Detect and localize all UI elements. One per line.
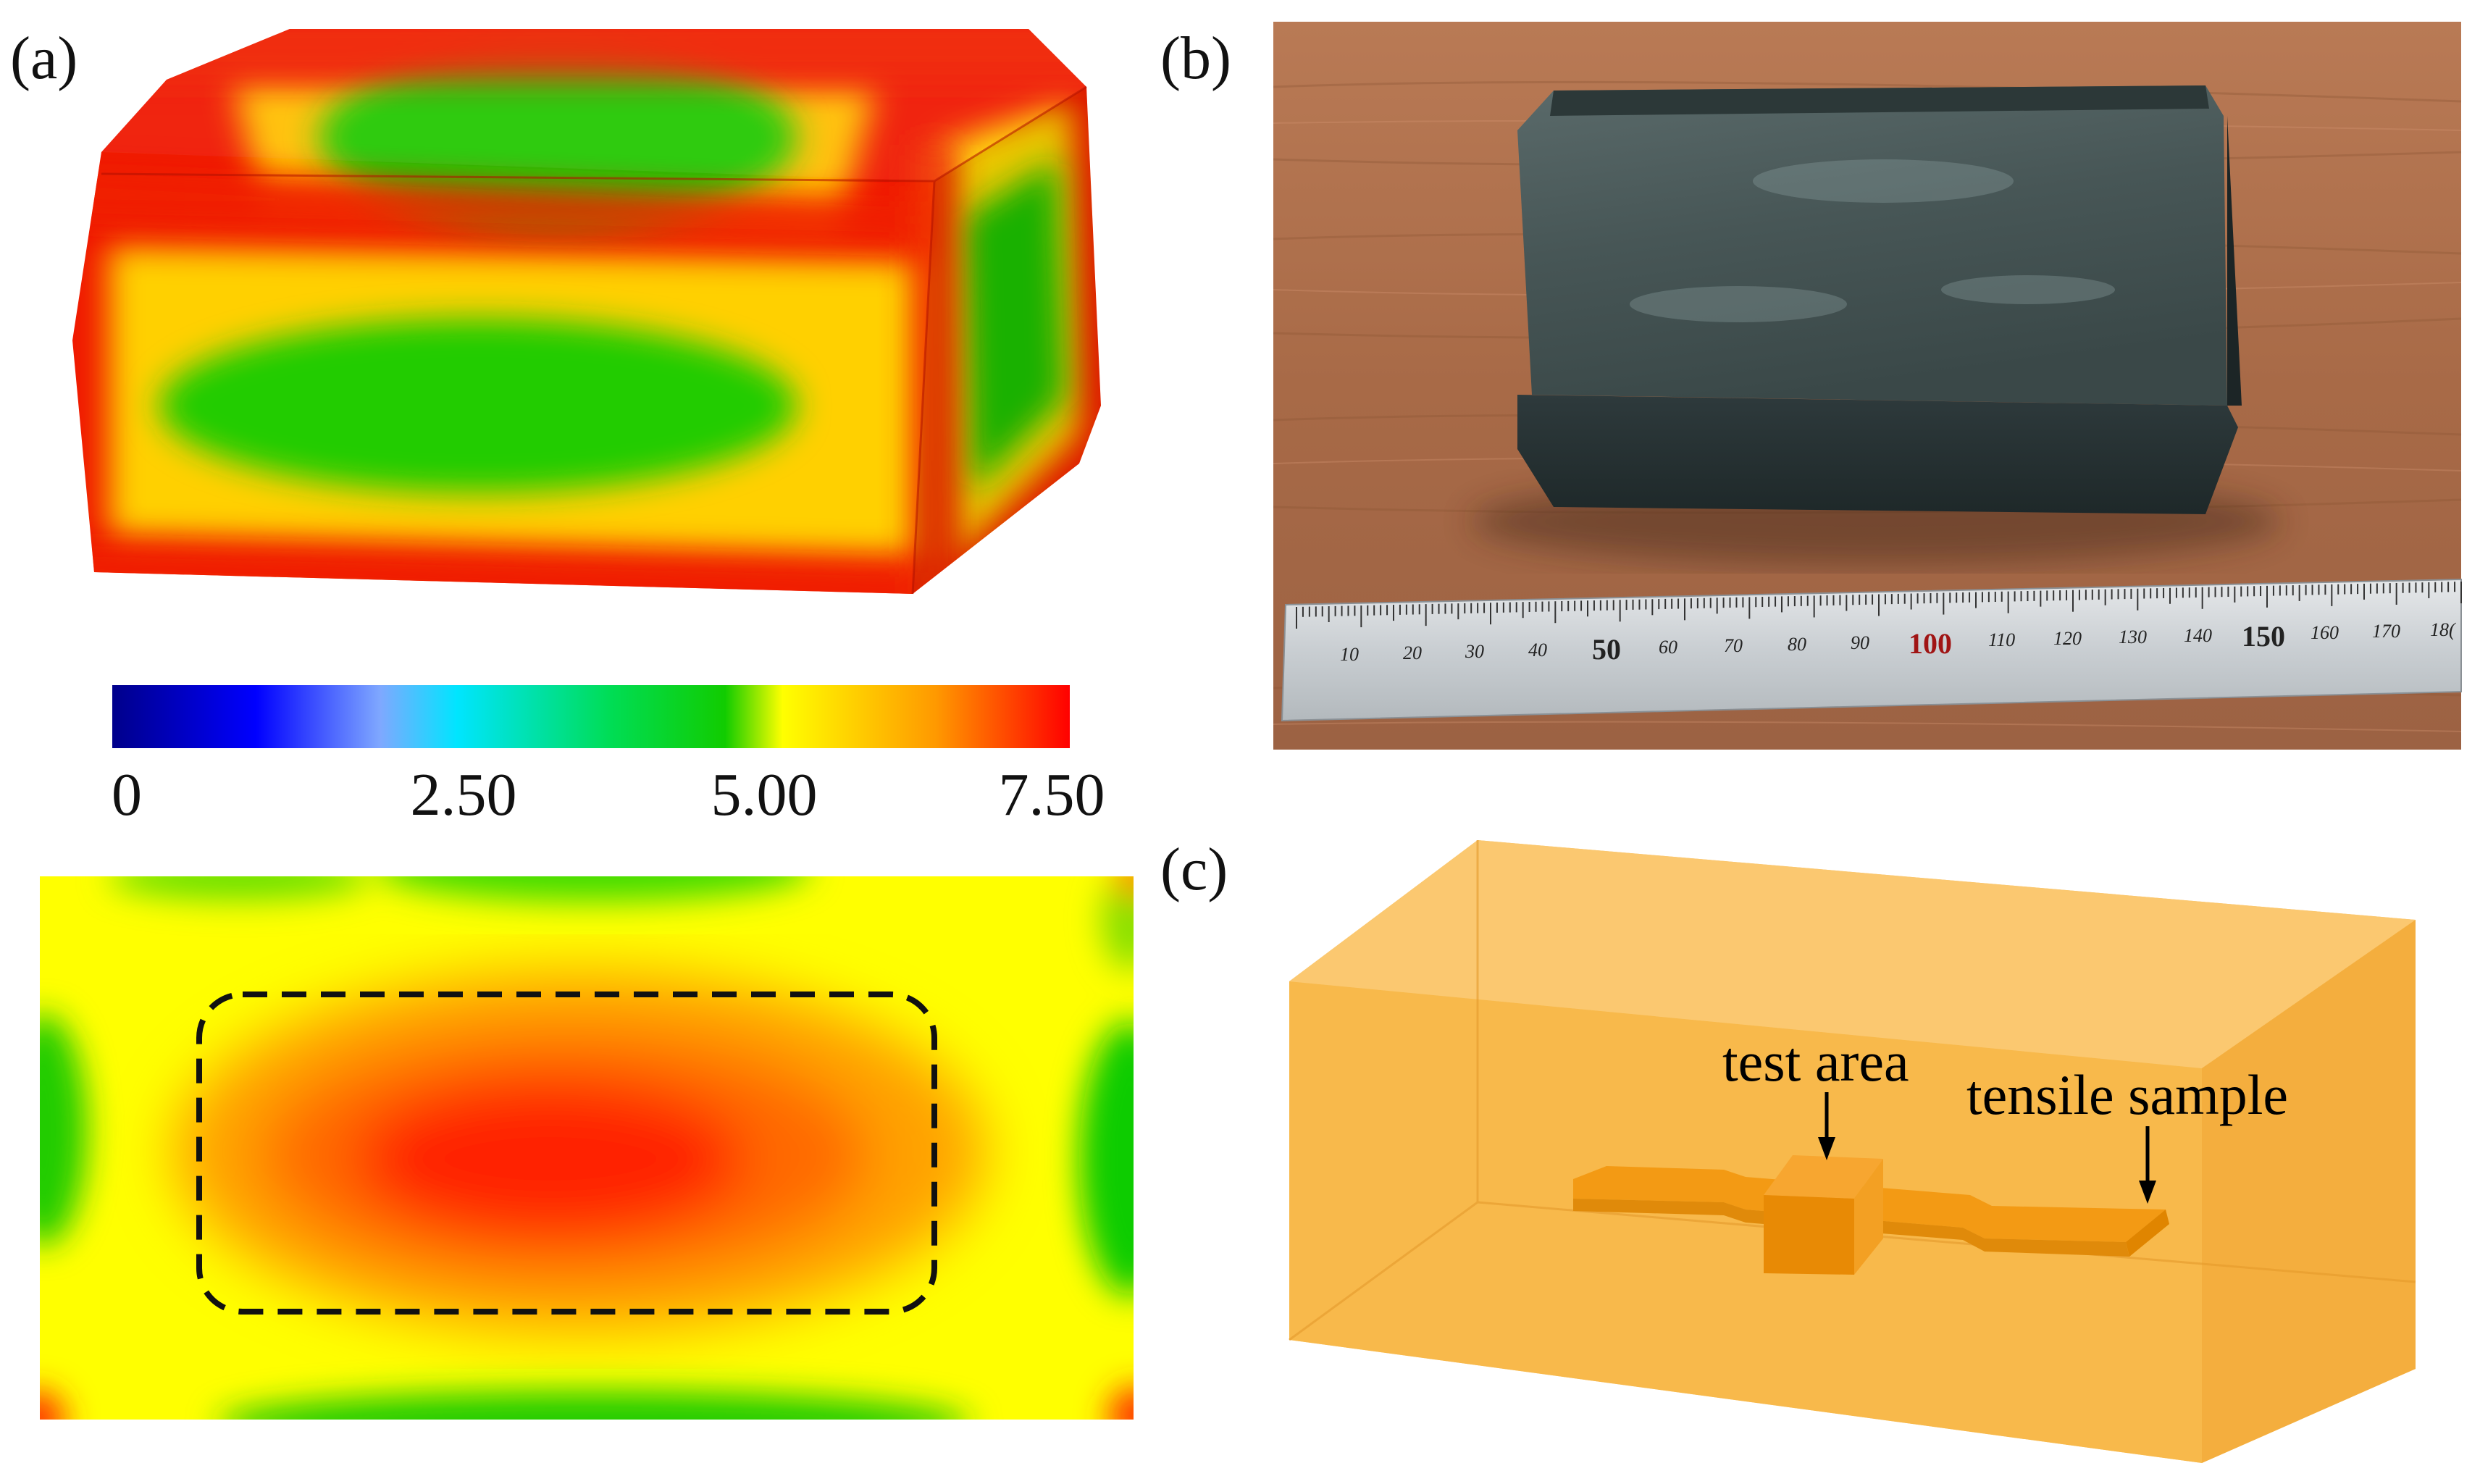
ruler-label: 30	[1465, 641, 1484, 662]
colorbar-tick-0: 0	[112, 761, 142, 829]
ruler-label: 130	[2119, 626, 2147, 647]
ruler-label: 40	[1528, 640, 1547, 661]
annotation-tensile-sample: tensile sample	[1966, 1063, 2288, 1126]
ruler-label: 170	[2372, 621, 2400, 642]
ruler-label: 110	[1988, 629, 2015, 650]
dashed-region-outline	[196, 992, 937, 1315]
ruler-label: 10	[1340, 644, 1359, 665]
schematic-box	[1289, 840, 2416, 1463]
ruler-label: 140	[2184, 625, 2212, 646]
ruler-label: 100	[1909, 627, 1952, 660]
panel-label-c: (c)	[1160, 836, 1228, 903]
panel-label-b: (b)	[1160, 25, 1231, 92]
test-area-cube	[1764, 1155, 1883, 1275]
deformation-map-2d	[40, 876, 1134, 1420]
ruler-label: 150	[2242, 620, 2285, 653]
annotation-test-area: test area	[1722, 1030, 1909, 1093]
colorbar-tick-2: 5.00	[711, 761, 818, 829]
ruler-label: 60	[1659, 637, 1677, 658]
colorbar-tick-1: 2.50	[411, 761, 517, 829]
ruler-label: 70	[1724, 635, 1743, 656]
ruler: 10 20 30 40 50 60 70 80 90 100 110 120 1…	[1281, 578, 2462, 722]
arrow-test-area	[1818, 1092, 1835, 1160]
ruler-label: 20	[1403, 642, 1422, 663]
colorbar	[112, 685, 1070, 748]
panel-label-a: (a)	[10, 25, 78, 92]
deformation-block-3d	[72, 29, 1101, 594]
photo-steel-ingot	[1273, 22, 2462, 750]
ruler-label: 80	[1788, 634, 1806, 655]
ruler-label: 120	[2053, 628, 2082, 649]
ruler-label: 18(	[2430, 619, 2456, 640]
block-edges	[101, 85, 1087, 595]
colorbar-tick-3: 7.50	[999, 761, 1105, 829]
ruler-label: 160	[2311, 622, 2339, 643]
ruler-label: 50	[1592, 633, 1621, 666]
ruler-label: 90	[1851, 632, 1869, 653]
arrow-tensile-sample	[2139, 1126, 2156, 1204]
